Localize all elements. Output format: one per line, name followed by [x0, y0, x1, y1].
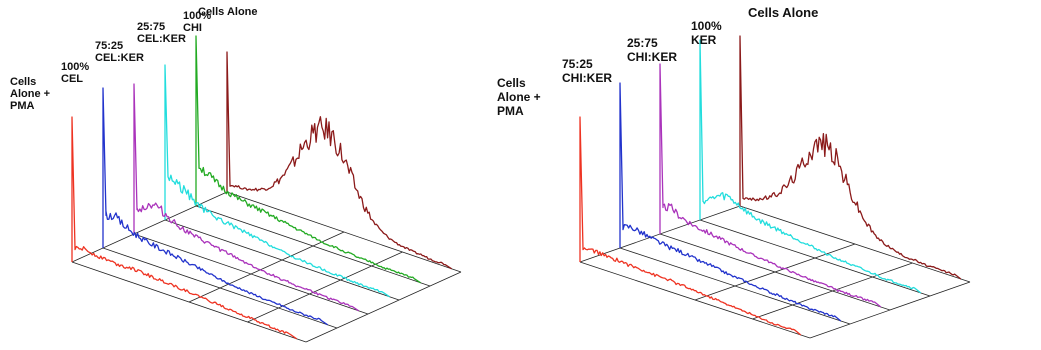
- series-label-cells-alone: Cells Alone: [198, 6, 258, 18]
- waterfall-plot-left: [71, 35, 462, 343]
- depth-gridline: [71, 191, 228, 263]
- series-label-cells-alone: Cells Alone: [748, 5, 819, 20]
- series-trace: [739, 35, 962, 280]
- series-trace: [579, 116, 802, 336]
- series-trace: [619, 82, 842, 322]
- series-trace: [102, 87, 328, 326]
- waterfall-plot-right: [579, 35, 971, 339]
- series-trace: [133, 83, 359, 312]
- depth-gridline: [188, 231, 345, 303]
- depth-gridline: [809, 281, 971, 339]
- series-label-cells-alone-pma: Cells Alone + PMA: [10, 76, 51, 112]
- depth-gridline: [305, 271, 462, 343]
- series-trace: [659, 63, 882, 308]
- series-label-100-chi: 100% CHI: [183, 10, 212, 34]
- series-trace: [71, 116, 297, 340]
- series-label-75-25-chi-ker: 75:25 CHI:KER: [562, 57, 612, 85]
- depth-gridline: [247, 251, 403, 323]
- histogram-panel-left: [0, 0, 520, 350]
- histogram-panel-right: [490, 0, 1041, 350]
- plot-grid: [71, 191, 462, 343]
- depth-gridline: [694, 243, 856, 301]
- series-label-75-25-cel-ker: 75:25 CEL:KER: [95, 40, 144, 64]
- plot-grid: [579, 205, 971, 339]
- series-label-25-75-cel-ker: 25:75 CEL:KER: [137, 21, 186, 45]
- depth-gridline: [752, 262, 913, 320]
- series-label-25-75-chi-ker: 25:75 CHI:KER: [627, 36, 677, 64]
- series-trace: [195, 35, 421, 284]
- series-trace: [699, 39, 922, 294]
- series-label-100-ker: 100% KER: [691, 19, 722, 47]
- series-label-100-cel: 100% CEL: [61, 61, 90, 85]
- series-trace: [164, 64, 390, 298]
- series-trace: [226, 51, 452, 270]
- series-label-cells-alone-pma: Cells Alone + PMA: [497, 76, 541, 118]
